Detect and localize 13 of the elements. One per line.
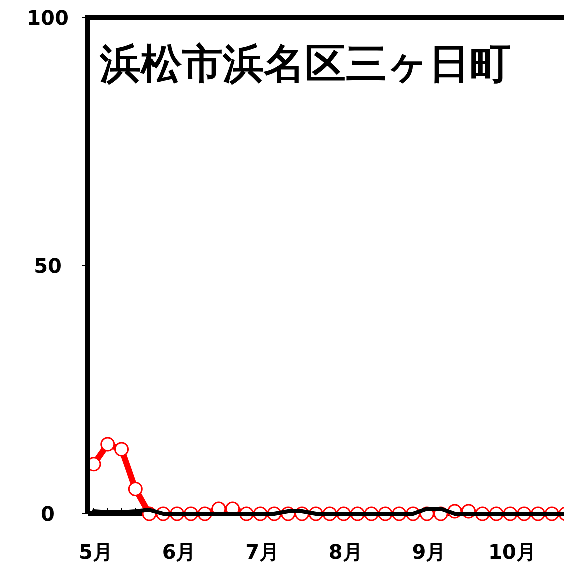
- point: [114, 442, 130, 457]
- y-tick-label: 0: [41, 502, 55, 526]
- x-tick-label: 5月: [79, 540, 113, 564]
- x-tick-label: 6月: [162, 540, 196, 564]
- x-tick-label: 9月: [412, 540, 446, 564]
- point: [100, 437, 116, 452]
- x-tick-label: 10月: [488, 540, 536, 564]
- point: [128, 482, 143, 496]
- text: 浜松市浜名区三ヶ日町: [99, 40, 511, 88]
- x-tick-label: 7月: [246, 540, 280, 564]
- x-tick-label: 8月: [328, 540, 363, 564]
- y-tick-label: 50: [34, 254, 62, 278]
- y-tick-label: 100: [27, 6, 69, 30]
